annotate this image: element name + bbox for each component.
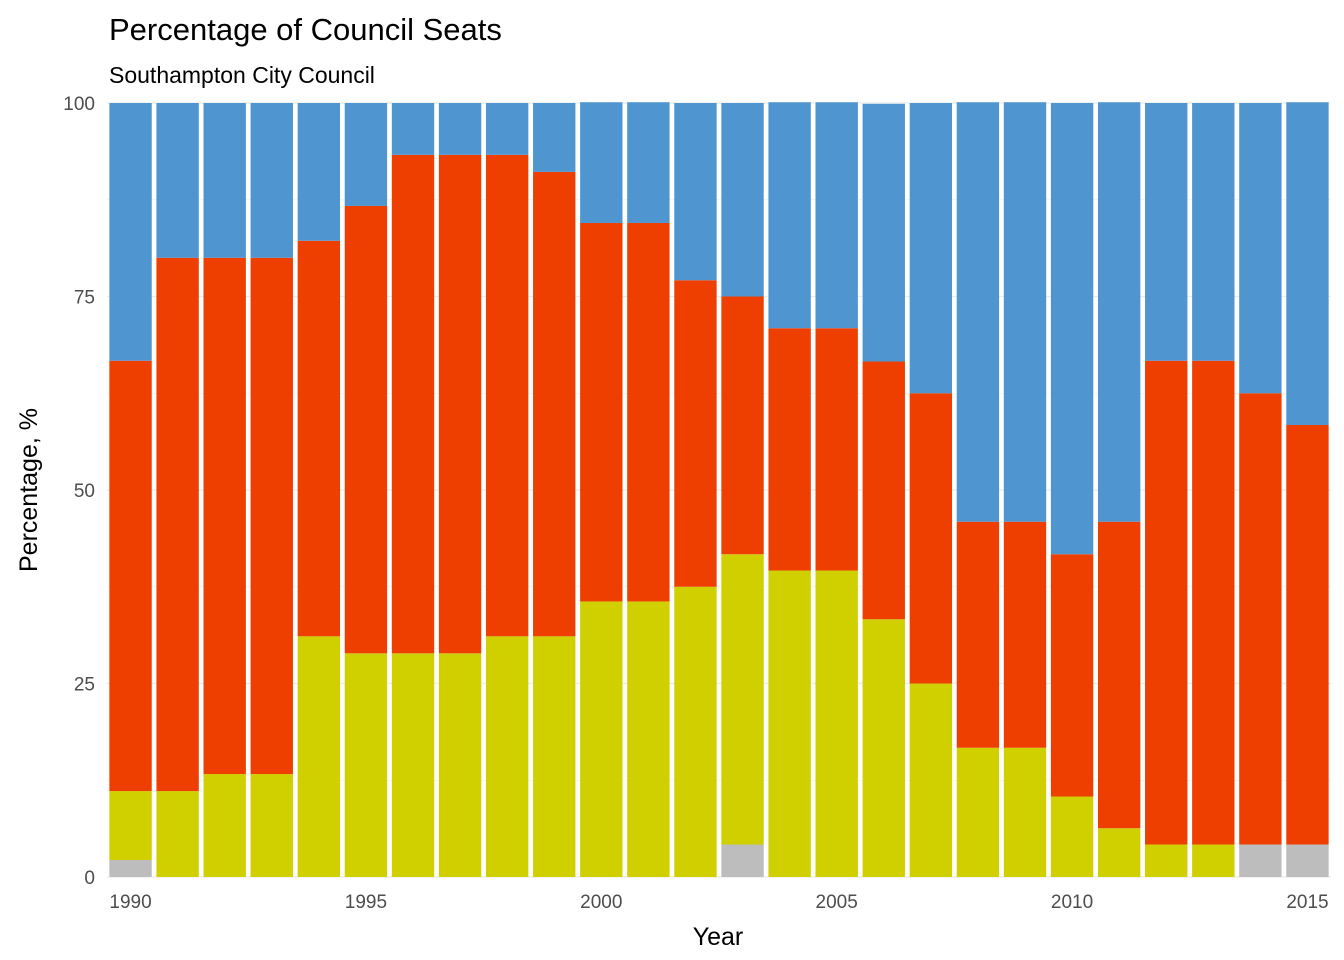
bar-segment bbox=[250, 103, 293, 258]
bar-segment bbox=[627, 222, 670, 602]
bar-segment bbox=[1050, 554, 1094, 797]
bar-segment bbox=[533, 636, 576, 877]
chart-subtitle: Southampton City Council bbox=[109, 62, 375, 88]
x-tick-label: 2005 bbox=[816, 892, 858, 913]
bar-segment bbox=[1097, 521, 1141, 829]
y-tick-label: 50 bbox=[74, 481, 95, 502]
bar-segment bbox=[1145, 360, 1188, 845]
bar-segment bbox=[956, 747, 1000, 877]
bar-segment bbox=[1286, 844, 1329, 877]
bar-segment bbox=[438, 103, 482, 155]
bar-segment bbox=[815, 328, 858, 571]
bar-segment bbox=[203, 257, 246, 775]
bar-segment bbox=[1192, 360, 1235, 845]
bar-segment bbox=[1239, 103, 1282, 394]
bar-segment bbox=[391, 154, 435, 654]
bar-segment bbox=[297, 103, 341, 241]
y-tick-label: 75 bbox=[74, 288, 95, 309]
bar-segment bbox=[533, 171, 576, 637]
bar-segment bbox=[438, 154, 482, 654]
bar-segment bbox=[109, 791, 152, 860]
bar-segment bbox=[1003, 521, 1047, 748]
bar-segment bbox=[627, 601, 670, 877]
bar-segment bbox=[1192, 103, 1235, 361]
bar-segment bbox=[909, 103, 953, 394]
bar-segment bbox=[815, 570, 858, 877]
bar-segment bbox=[250, 774, 293, 877]
y-axis-ticks: 0 25 50 75 100 bbox=[63, 94, 95, 889]
bar-segment bbox=[1097, 102, 1141, 522]
bar-segment bbox=[1286, 102, 1329, 425]
bar-segment bbox=[109, 859, 152, 877]
x-tick-label: 1995 bbox=[345, 892, 387, 913]
bar-segment bbox=[1145, 844, 1188, 877]
bar-segment bbox=[721, 844, 764, 877]
bar-segment bbox=[533, 103, 576, 172]
x-axis-title: Year bbox=[693, 923, 744, 951]
bar-segment bbox=[1097, 828, 1141, 877]
bar-segment bbox=[909, 393, 953, 684]
bar-segment bbox=[344, 653, 388, 877]
bar-segment bbox=[109, 360, 152, 792]
bar-segment bbox=[1286, 424, 1329, 845]
bar-segment bbox=[627, 102, 670, 223]
bar-segment bbox=[297, 240, 341, 637]
bar-segment bbox=[862, 361, 905, 620]
bar-segment bbox=[485, 154, 529, 637]
y-tick-label: 100 bbox=[63, 94, 95, 115]
bar-segment bbox=[1192, 844, 1235, 877]
bar-segment bbox=[156, 791, 199, 877]
bar-segment bbox=[1050, 103, 1094, 555]
bar-segment bbox=[862, 619, 905, 877]
bar-segment bbox=[203, 774, 246, 877]
y-tick-label: 0 bbox=[84, 868, 95, 889]
bar-segment bbox=[956, 102, 1000, 522]
bar-segment bbox=[674, 586, 717, 877]
bar-segment bbox=[250, 257, 293, 775]
bar-segment bbox=[1239, 393, 1282, 845]
bar-segment bbox=[956, 521, 1000, 748]
chart-title: Percentage of Council Seats bbox=[109, 12, 502, 47]
bar-segment bbox=[580, 222, 623, 602]
bar-segment bbox=[156, 257, 199, 792]
x-tick-label: 2000 bbox=[580, 892, 622, 913]
bar-segment bbox=[485, 636, 529, 877]
bar-segment bbox=[768, 570, 811, 877]
bar-segment bbox=[768, 102, 811, 329]
bar-segment bbox=[909, 683, 953, 877]
bar-segment bbox=[297, 636, 341, 877]
bar-segment bbox=[203, 103, 246, 258]
bar-segment bbox=[391, 653, 435, 877]
x-tick-label: 1990 bbox=[109, 892, 151, 913]
bar-segment bbox=[721, 103, 764, 297]
bar-segment bbox=[862, 103, 905, 362]
x-axis-ticks: 1990 1995 2000 2005 2010 2015 bbox=[109, 892, 1328, 913]
bar-segment bbox=[485, 103, 529, 155]
bar-segment bbox=[1145, 103, 1188, 361]
bar-segment bbox=[391, 103, 435, 155]
bar-segment bbox=[580, 102, 623, 223]
bar-segment bbox=[344, 205, 388, 654]
bar-segment bbox=[674, 103, 717, 281]
bar-segment bbox=[721, 554, 764, 845]
bar-segment bbox=[815, 102, 858, 329]
bar-segment bbox=[1003, 747, 1047, 877]
bars bbox=[109, 102, 1329, 877]
y-axis-title: Percentage, % bbox=[15, 408, 43, 572]
bar-segment bbox=[674, 280, 717, 587]
x-tick-label: 2010 bbox=[1051, 892, 1093, 913]
bar-segment bbox=[1239, 844, 1282, 877]
bar-segment bbox=[1050, 796, 1094, 877]
bar-segment bbox=[1003, 102, 1047, 522]
bar-segment bbox=[768, 328, 811, 571]
bar-segment bbox=[344, 103, 388, 206]
bar-segment bbox=[438, 653, 482, 877]
x-tick-label: 2015 bbox=[1286, 892, 1328, 913]
bar-segment bbox=[109, 103, 152, 361]
bar-segment bbox=[156, 103, 199, 258]
y-tick-label: 25 bbox=[74, 675, 95, 696]
bar-segment bbox=[580, 601, 623, 877]
bar-segment bbox=[721, 296, 764, 555]
